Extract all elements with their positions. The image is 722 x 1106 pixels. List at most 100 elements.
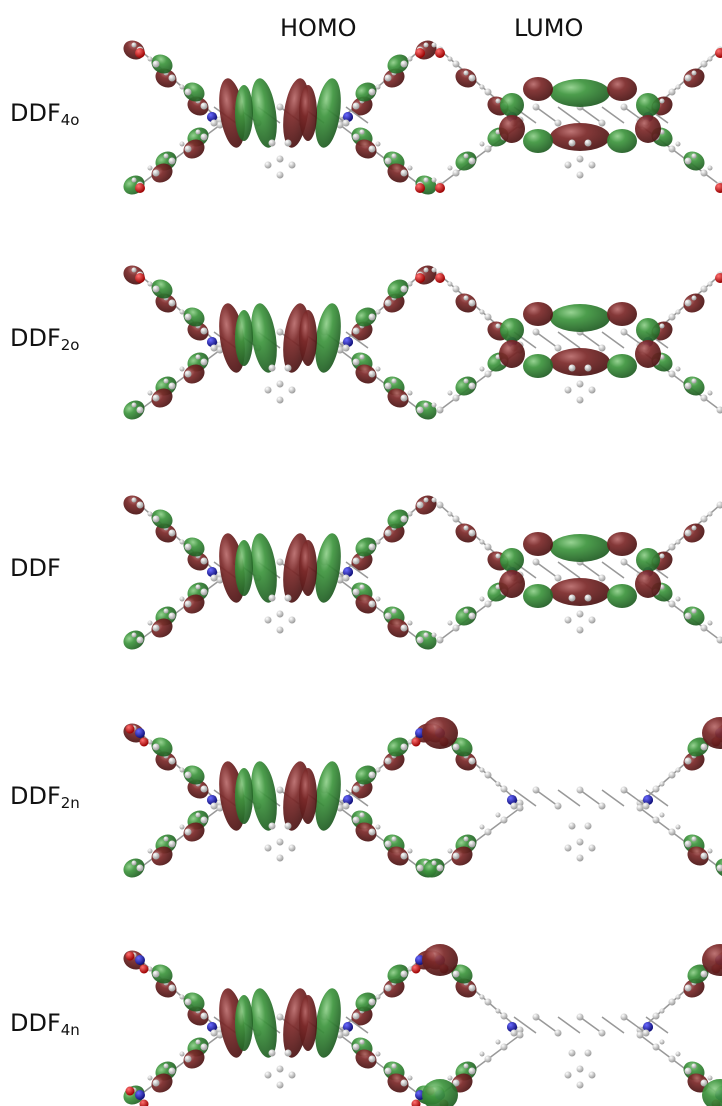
atom xyxy=(692,609,697,614)
atom xyxy=(676,85,681,90)
atom xyxy=(685,1068,692,1075)
atom xyxy=(132,498,137,503)
atom xyxy=(669,772,676,779)
atom xyxy=(676,142,681,147)
atom xyxy=(376,768,381,773)
atom xyxy=(289,387,296,394)
atom xyxy=(621,1014,628,1021)
atom xyxy=(555,803,562,810)
atom xyxy=(417,502,424,509)
atom xyxy=(269,365,276,372)
atom xyxy=(676,995,681,1000)
atom xyxy=(376,85,381,90)
atom xyxy=(424,633,429,638)
orbital-lobe xyxy=(422,944,458,976)
atom xyxy=(480,142,485,147)
atom xyxy=(485,1056,492,1063)
atom xyxy=(501,786,508,793)
atom xyxy=(180,1052,185,1057)
atom xyxy=(180,825,185,830)
atom xyxy=(353,558,360,565)
orbital-lobe xyxy=(500,93,524,117)
atom xyxy=(417,865,424,872)
atom xyxy=(269,1050,276,1057)
atom xyxy=(369,314,376,321)
atom xyxy=(277,627,284,634)
atom xyxy=(269,595,276,602)
atom xyxy=(185,314,192,321)
atom xyxy=(408,621,413,626)
atom xyxy=(289,845,296,852)
atom xyxy=(135,273,145,283)
atom xyxy=(453,286,460,293)
atom xyxy=(469,985,476,992)
orbital-lobe xyxy=(499,340,525,368)
atom xyxy=(496,324,501,329)
atom xyxy=(265,1072,272,1079)
atom xyxy=(132,43,137,48)
orbital-lobe xyxy=(299,995,317,1051)
atom xyxy=(153,395,160,402)
atom xyxy=(376,995,381,1000)
atom xyxy=(385,530,392,537)
atom xyxy=(201,558,208,565)
atom xyxy=(480,995,485,1000)
orbital-lobe xyxy=(550,534,610,562)
atom xyxy=(135,728,145,738)
atom xyxy=(408,166,413,171)
atom xyxy=(201,328,208,335)
atom xyxy=(643,1030,650,1037)
atom xyxy=(701,395,708,402)
atom xyxy=(501,1044,508,1051)
atom xyxy=(685,758,692,765)
atom xyxy=(401,971,408,978)
atom xyxy=(464,379,469,384)
atom xyxy=(496,99,501,104)
atom xyxy=(660,99,665,104)
molecule xyxy=(432,268,722,414)
atom xyxy=(464,837,469,842)
atom xyxy=(140,965,149,974)
atom xyxy=(660,1009,665,1014)
atom xyxy=(577,397,584,404)
bond xyxy=(624,790,646,806)
atom xyxy=(180,85,185,90)
atom xyxy=(435,48,445,58)
atom xyxy=(196,1040,201,1045)
atom xyxy=(453,625,460,632)
atom xyxy=(353,1013,360,1020)
atom xyxy=(369,601,376,608)
atom xyxy=(621,104,628,111)
atom xyxy=(148,166,153,171)
atom xyxy=(585,1050,592,1057)
atom xyxy=(599,575,606,582)
atom xyxy=(469,75,476,82)
molecule-name: DDF xyxy=(10,1009,61,1037)
atom xyxy=(385,758,392,765)
atom xyxy=(211,1030,218,1037)
atom xyxy=(669,829,676,836)
atom xyxy=(185,601,192,608)
atom xyxy=(392,837,397,842)
atom xyxy=(669,1056,676,1063)
orbital-lobe xyxy=(500,318,524,342)
atom xyxy=(132,861,137,866)
atom xyxy=(148,849,153,854)
atom xyxy=(432,403,437,408)
atom xyxy=(511,803,518,810)
atom xyxy=(453,516,460,523)
atom xyxy=(132,268,137,273)
atom xyxy=(533,787,540,794)
atom xyxy=(577,1082,584,1089)
molecule-name: DDF xyxy=(10,324,61,352)
atom xyxy=(169,613,176,620)
molecule-subscript: 4o xyxy=(61,111,80,129)
atom xyxy=(676,768,681,773)
atom xyxy=(660,813,665,818)
row-label: DDF4o xyxy=(10,99,80,129)
atom xyxy=(432,861,437,866)
figure: HOMO LUMO (() => { const data = JSON.par… xyxy=(0,0,722,1106)
atom xyxy=(589,845,596,852)
atom xyxy=(485,544,492,551)
atom xyxy=(135,48,145,58)
